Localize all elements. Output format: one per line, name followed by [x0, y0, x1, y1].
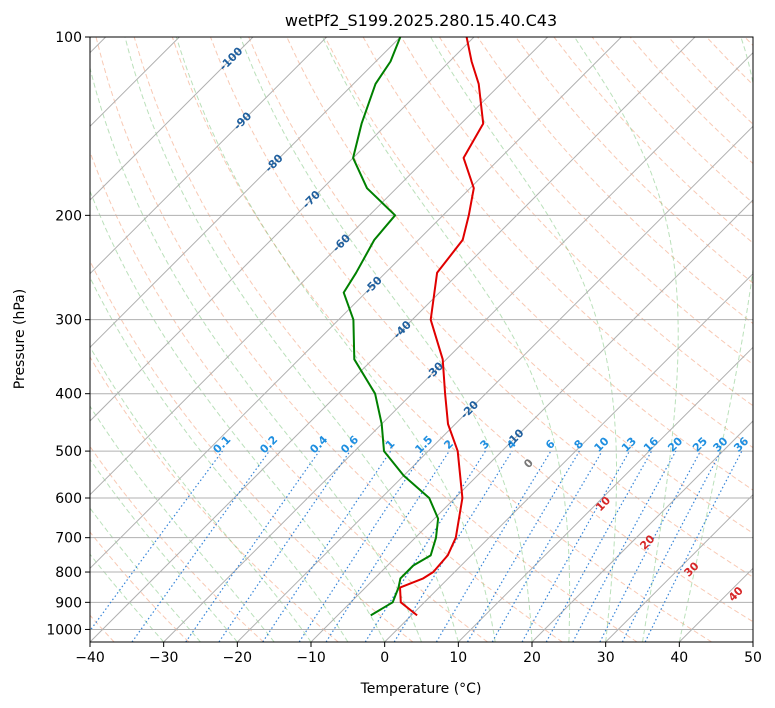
- moist-adiabat-line: [90, 65, 422, 642]
- mixing-ratio-line: [393, 450, 513, 642]
- x-tick-label: 30: [597, 650, 615, 666]
- y-tick-label: 600: [55, 491, 82, 507]
- y-axis-label: Pressure (hPa): [12, 289, 28, 389]
- mixing-ratio-lines: [90, 450, 743, 642]
- y-tick-label: 1000: [46, 622, 82, 638]
- moist-adiabat-line: [90, 189, 386, 642]
- mixing-ratio-line: [521, 450, 631, 642]
- dry-adiabat-line: [90, 531, 190, 642]
- x-axis: −40 −30 −20 −10 0 10 20 30 40 50: [75, 642, 762, 666]
- x-tick-label: 10: [449, 650, 467, 666]
- dry-adiabat-line: [438, 37, 753, 366]
- grid-lines: [90, 37, 753, 642]
- plot-frame: [89, 36, 754, 643]
- dry-adiabat-line: [248, 37, 753, 578]
- x-axis-label: Temperature (°C): [360, 681, 482, 697]
- dry-adiabat-line: [95, 37, 563, 642]
- moist-adiabat-line: [430, 37, 617, 642]
- x-tick-label: −20: [223, 650, 253, 666]
- dewpoint-profile-line: [342, 37, 440, 617]
- dry-adiabat-line: [324, 37, 753, 491]
- moist-adiabat-line: [322, 37, 571, 642]
- isotherm-line: [163, 51, 753, 642]
- moist-adiabats: [90, 37, 753, 642]
- y-tick-label: 900: [55, 595, 82, 611]
- isotherm-line: [90, 37, 254, 201]
- mixing-ratio-line: [262, 450, 392, 642]
- mixing-ratio-line: [218, 450, 351, 642]
- dry-adiabat-line: [133, 37, 638, 642]
- dry-adiabat-line: [90, 356, 339, 642]
- chart-title: wetPf2_S199.2025.280.15.40.C43: [285, 11, 557, 31]
- dry-adiabat-line: [515, 37, 753, 284]
- mixing-ratio-line: [90, 450, 223, 632]
- x-tick-label: −30: [149, 650, 179, 666]
- dry-adiabat-line: [400, 37, 753, 407]
- isotherm-line: [90, 37, 475, 422]
- y-tick-label: 400: [55, 387, 82, 403]
- y-tick-label: 100: [55, 30, 82, 46]
- moist-adiabat-line: [90, 276, 349, 642]
- dry-adiabat-line: [171, 37, 712, 642]
- moist-adiabat-line: [90, 405, 275, 642]
- y-axis: 1000 900 800 700 600 500 400 300 200 100: [46, 30, 90, 638]
- y-tick-label: 300: [55, 313, 82, 329]
- isotherm-line: [531, 420, 753, 642]
- isotherm-line: [90, 37, 549, 496]
- moist-adiabat-line: [90, 458, 238, 642]
- x-tick-label: 50: [744, 650, 762, 666]
- isotherm-line: [90, 37, 696, 642]
- moist-adiabat-line: [239, 37, 533, 642]
- series-lines: [342, 37, 485, 617]
- mixing-ratio-line: [298, 450, 425, 642]
- moist-adiabat-line: [678, 37, 753, 642]
- dry-adiabat-line: [90, 445, 264, 642]
- y-tick-label: 800: [55, 565, 82, 581]
- moist-adiabat-line: [175, 37, 496, 642]
- mixing-ratio-line: [545, 450, 653, 642]
- isotherm-line: [605, 493, 753, 642]
- mixing-ratio-line: [185, 450, 320, 642]
- mixing-ratio-line: [572, 450, 677, 642]
- mixing-ratio-line: [131, 450, 270, 642]
- y-tick-label: 700: [55, 531, 82, 547]
- x-tick-label: 40: [670, 650, 688, 666]
- moist-adiabat-line: [574, 37, 679, 642]
- y-tick-label: 500: [55, 444, 82, 460]
- mixing-ratio-line: [325, 450, 450, 642]
- y-tick-label: 200: [55, 208, 82, 224]
- isotherm-line: [457, 346, 753, 642]
- moist-adiabat-line: [124, 37, 459, 642]
- x-tick-label: 20: [523, 650, 541, 666]
- isotherm-line: [90, 37, 328, 275]
- isotherm-line: [90, 37, 401, 349]
- temperature-profile-line: [399, 37, 485, 617]
- x-tick-label: 0: [380, 650, 389, 666]
- dry-adiabat-line: [90, 150, 488, 642]
- isotherm-line: [310, 199, 753, 642]
- x-tick-label: −10: [296, 650, 326, 666]
- x-tick-label: −40: [75, 650, 105, 666]
- isotherm-line: [236, 125, 753, 642]
- isotherm-line: [384, 272, 753, 642]
- mixing-ratio-line: [644, 450, 743, 642]
- isotherm-line: [90, 37, 622, 570]
